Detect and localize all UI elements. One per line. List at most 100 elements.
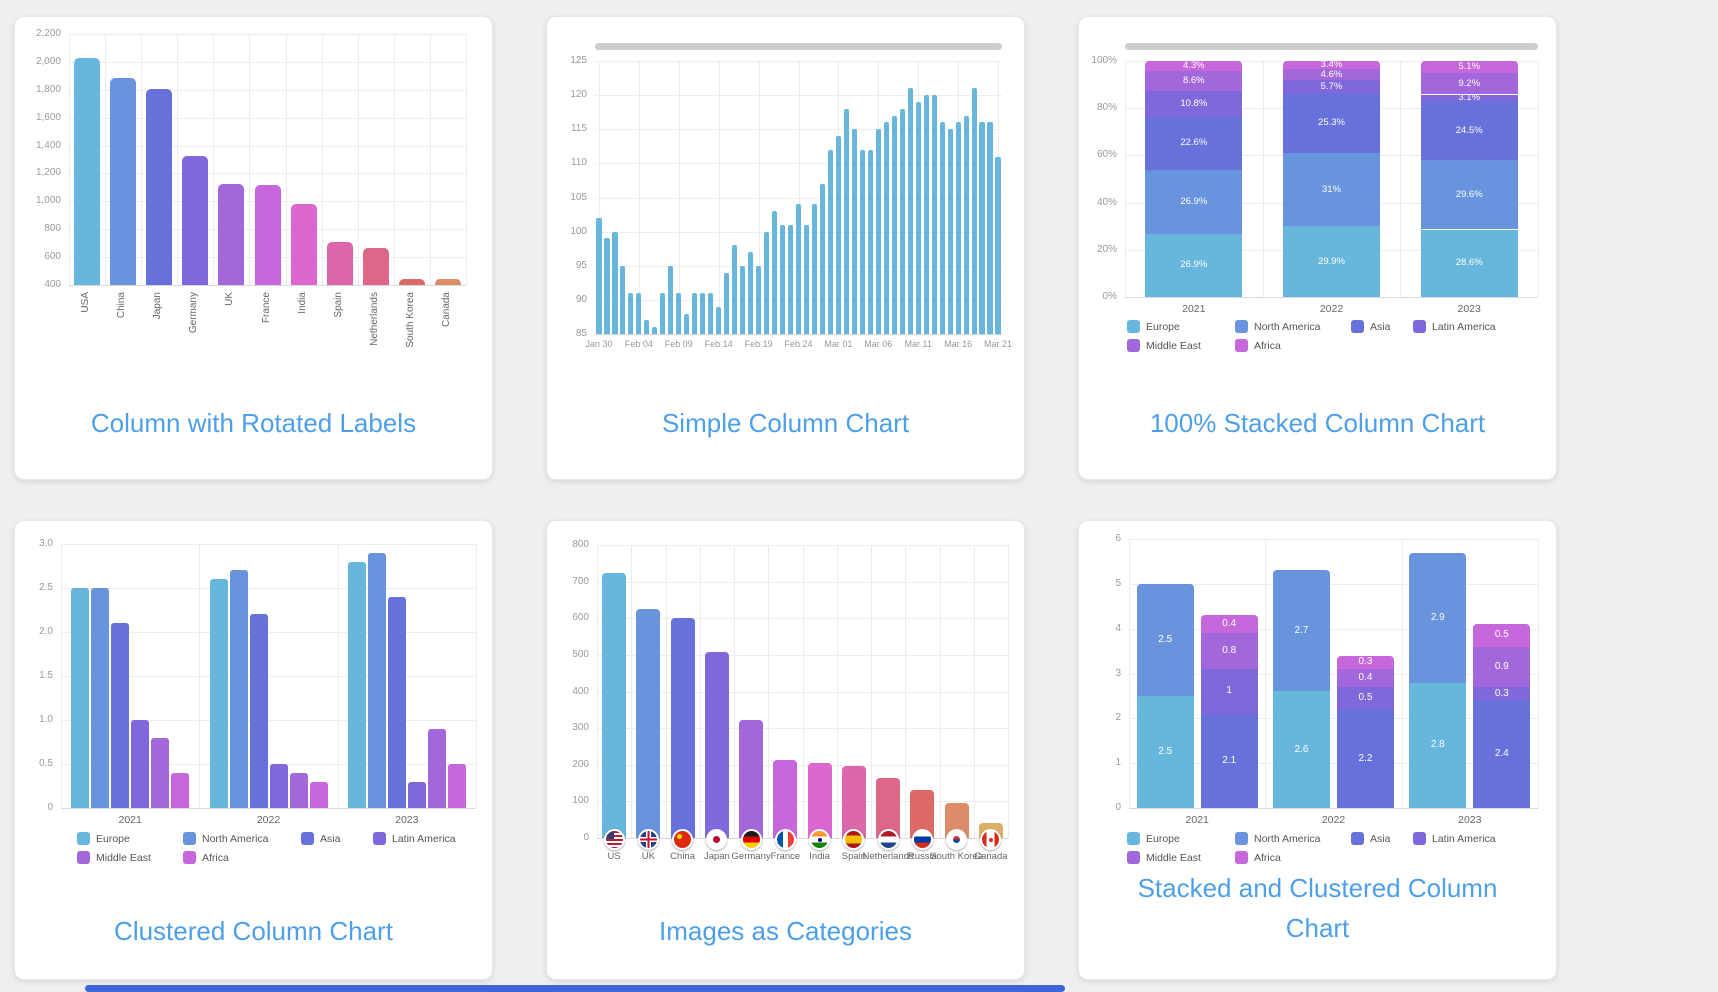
column-latin-america-2022[interactable]: [269, 764, 288, 808]
column[interactable]: [987, 122, 993, 334]
column-canada[interactable]: [434, 279, 461, 285]
column-asia-2023[interactable]: [387, 596, 406, 808]
column[interactable]: [652, 327, 658, 334]
chart-title-link[interactable]: Clustered Column Chart: [114, 916, 393, 946]
chart-title-link[interactable]: Stacked and Clustered Column Chart: [1137, 873, 1498, 943]
segment-asia-2021[interactable]: [1200, 713, 1258, 808]
segment-latin-america-2021[interactable]: [1200, 669, 1258, 714]
column-north-america-2023[interactable]: [367, 552, 386, 808]
segment-north-america-2022[interactable]: [1283, 153, 1380, 227]
segment-asia-2022[interactable]: [1283, 93, 1380, 154]
column-netherlands[interactable]: [876, 777, 901, 838]
segment-africa-2021[interactable]: [1200, 615, 1258, 634]
column[interactable]: [779, 224, 786, 334]
column[interactable]: [891, 115, 897, 334]
column[interactable]: [947, 129, 953, 335]
column[interactable]: [748, 252, 754, 334]
segment-africa-2022[interactable]: [1283, 61, 1380, 70]
column-uk[interactable]: [636, 609, 661, 838]
column-spain[interactable]: [841, 765, 866, 838]
segment-middle-east-2021[interactable]: [1145, 70, 1243, 92]
column[interactable]: [724, 272, 730, 334]
column[interactable]: [803, 224, 810, 334]
segment-middle-east-2022[interactable]: [1337, 669, 1394, 687]
segment-latin-america-2021[interactable]: [1145, 91, 1243, 117]
column-uk[interactable]: [218, 184, 245, 285]
segment-asia-2023[interactable]: [1420, 101, 1518, 160]
column-india[interactable]: [807, 763, 832, 838]
column-china[interactable]: [110, 78, 137, 285]
chart-scrollbar[interactable]: [595, 43, 1002, 50]
column-south-korea[interactable]: [398, 279, 425, 285]
segment-middle-east-2022[interactable]: [1283, 69, 1380, 81]
column[interactable]: [963, 115, 969, 334]
column[interactable]: [756, 265, 762, 335]
column-spain[interactable]: [326, 241, 353, 285]
column[interactable]: [915, 101, 921, 334]
column[interactable]: [700, 293, 706, 335]
column[interactable]: [740, 265, 746, 335]
column[interactable]: [843, 108, 849, 334]
column[interactable]: [939, 122, 945, 334]
column-us[interactable]: [602, 572, 627, 838]
column[interactable]: [612, 231, 618, 334]
column-africa-2021[interactable]: [171, 772, 190, 808]
column[interactable]: [676, 293, 682, 335]
column[interactable]: [835, 136, 841, 334]
segment-africa-2023[interactable]: [1420, 60, 1518, 73]
column[interactable]: [859, 149, 865, 334]
column-china[interactable]: [670, 617, 695, 838]
column-europe-2023[interactable]: [347, 561, 366, 808]
column[interactable]: [931, 95, 937, 334]
column[interactable]: [708, 293, 714, 335]
column-netherlands[interactable]: [362, 248, 389, 285]
column[interactable]: [819, 183, 825, 334]
column[interactable]: [692, 293, 698, 335]
column[interactable]: [620, 265, 626, 335]
column[interactable]: [907, 88, 913, 334]
column[interactable]: [867, 149, 873, 334]
column-asia-2022[interactable]: [249, 614, 268, 808]
segment-europe-2021[interactable]: [1136, 695, 1194, 808]
segment-latin-america-2022[interactable]: [1283, 80, 1380, 94]
column[interactable]: [883, 122, 889, 334]
column-latin-america-2021[interactable]: [131, 720, 150, 808]
column[interactable]: [875, 129, 881, 335]
column[interactable]: [604, 238, 610, 334]
column[interactable]: [764, 231, 770, 334]
segment-asia-2023[interactable]: [1473, 700, 1531, 808]
column[interactable]: [787, 224, 794, 334]
column[interactable]: [732, 245, 738, 334]
column[interactable]: [636, 293, 642, 335]
column-africa-2023[interactable]: [447, 764, 466, 808]
column[interactable]: [851, 129, 857, 335]
segment-middle-east-2021[interactable]: [1200, 633, 1258, 669]
segment-africa-2023[interactable]: [1473, 624, 1531, 647]
column-north-america-2022[interactable]: [229, 570, 248, 808]
column[interactable]: [971, 88, 977, 334]
column[interactable]: [628, 293, 634, 335]
column[interactable]: [899, 108, 905, 334]
segment-middle-east-2023[interactable]: [1420, 72, 1518, 95]
column[interactable]: [716, 306, 722, 334]
column-africa-2022[interactable]: [309, 781, 328, 808]
segment-latin-america-2023[interactable]: [1420, 94, 1518, 102]
column-middle-east-2021[interactable]: [151, 737, 170, 808]
column[interactable]: [827, 149, 833, 334]
column-middle-east-2022[interactable]: [289, 772, 308, 808]
column-japan[interactable]: [704, 651, 729, 838]
segment-north-america-2023[interactable]: [1409, 552, 1467, 683]
column[interactable]: [684, 313, 690, 334]
segment-africa-2021[interactable]: [1145, 60, 1243, 71]
column-france[interactable]: [254, 185, 281, 285]
column[interactable]: [644, 320, 650, 335]
column[interactable]: [596, 218, 602, 334]
segment-north-america-2022[interactable]: [1273, 570, 1330, 692]
column-latin-america-2023[interactable]: [407, 781, 426, 808]
segment-europe-2023[interactable]: [1409, 682, 1467, 808]
segment-asia-2021[interactable]: [1145, 116, 1243, 170]
segment-europe-2023[interactable]: [1420, 229, 1518, 297]
chart-title-link[interactable]: Images as Categories: [659, 916, 912, 946]
column-asia-2021[interactable]: [111, 623, 130, 808]
segment-latin-america-2023[interactable]: [1473, 686, 1531, 701]
